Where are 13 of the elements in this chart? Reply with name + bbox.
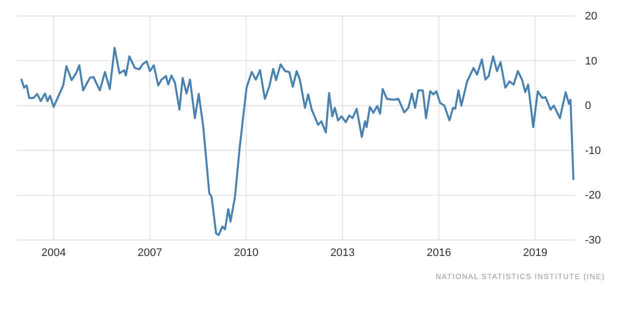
x-tick-label: 2019 [522, 246, 548, 259]
x-tick-label: 2004 [41, 246, 66, 259]
x-tick-label: 2016 [426, 246, 452, 259]
y-tick-label: 20 [585, 10, 598, 23]
x-tick-label: 2010 [234, 246, 258, 259]
y-tick-label: 0 [585, 100, 592, 112]
y-tick-label: -10 [585, 144, 601, 157]
y-tick-label: -20 [585, 190, 601, 202]
x-tick-label: 2007 [138, 246, 162, 259]
y-tick-label: 10 [585, 55, 598, 68]
y-tick-label: -30 [585, 234, 601, 247]
line-series [20, 46, 574, 236]
x-tick-label: 2013 [330, 246, 355, 259]
